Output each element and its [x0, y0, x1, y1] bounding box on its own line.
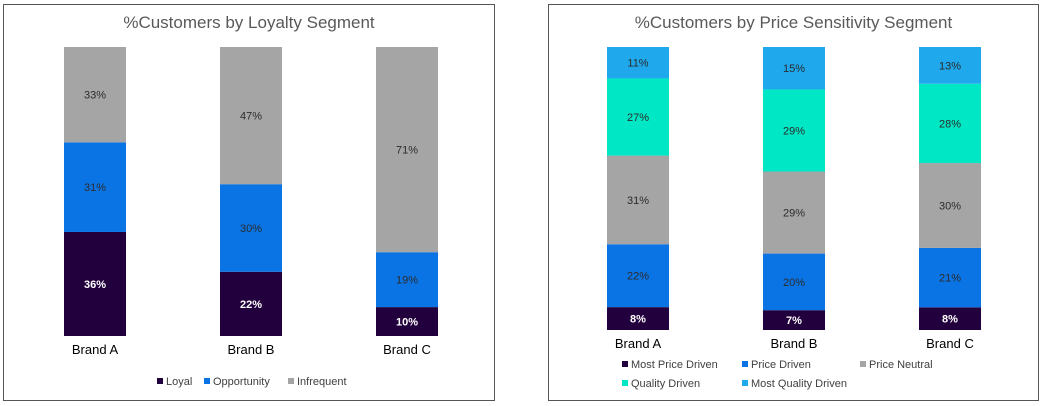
- x-tick-label: Brand B: [771, 336, 818, 351]
- data-label: 13%: [939, 60, 961, 72]
- data-label: 8%: [942, 314, 958, 326]
- bar-brand-b-most-quality-driven: [763, 47, 825, 90]
- legend-entry-infrequent: Infrequent: [297, 376, 347, 388]
- legend-entry-quality-driven: Quality Driven: [631, 378, 700, 390]
- bar-brand-b-price-driven: [763, 253, 825, 311]
- data-label: 21%: [939, 273, 961, 285]
- data-label: 29%: [783, 208, 805, 220]
- legend-swatch-loyal: [157, 378, 163, 384]
- chart-title: %Customers by Loyalty Segment: [123, 13, 375, 32]
- legend-swatch-price-neutral: [860, 361, 866, 367]
- bar-brand-c-price-neutral: [919, 163, 981, 248]
- price-sensitivity-chart-panel: %Customers by Price Sensitivity Segment 8…: [548, 4, 1039, 401]
- legend-entry-loyal: Loyal: [166, 376, 192, 388]
- data-label: 11%: [627, 58, 648, 70]
- bar-brand-a-quality-driven: [607, 78, 669, 156]
- data-label: 33%: [84, 90, 106, 102]
- data-label: 7%: [786, 315, 802, 327]
- data-label: 29%: [783, 125, 805, 137]
- data-label: 47%: [240, 111, 262, 123]
- data-label: 10%: [396, 317, 418, 329]
- bar-brand-a-opportunity: [64, 142, 126, 232]
- bar-brand-c-quality-driven: [919, 83, 981, 164]
- bar-brand-a-loyal: [64, 231, 126, 336]
- data-label: 30%: [240, 223, 262, 235]
- bar-brand-b-quality-driven: [763, 89, 825, 172]
- bar-brand-c-opportunity: [376, 252, 438, 308]
- legend-entry-most-price-driven: Most Price Driven: [631, 359, 718, 371]
- data-label: 20%: [783, 277, 805, 289]
- bar-brand-a-price-neutral: [607, 155, 669, 245]
- x-tick-label: Brand C: [383, 342, 431, 357]
- bar-brand-b-infrequent: [220, 47, 282, 185]
- legend-swatch-quality-driven: [622, 380, 628, 386]
- data-label: 15%: [783, 63, 805, 75]
- data-label: 28%: [939, 118, 961, 130]
- data-label: 22%: [627, 271, 649, 283]
- legend-swatch-price-driven: [742, 361, 748, 367]
- legend-entry-price-driven: Price Driven: [751, 359, 811, 371]
- bar-brand-c-infrequent: [376, 47, 438, 253]
- bar-brand-b-opportunity: [220, 184, 282, 272]
- bar-brand-c-loyal: [376, 307, 438, 336]
- legend-entry-price-neutral: Price Neutral: [869, 359, 933, 371]
- bar-brand-c-most-price-driven: [919, 307, 981, 330]
- loyalty-chart: %Customers by Loyalty Segment 36% 31% 33% Br…: [64, 13, 438, 388]
- x-tick-label: Brand A: [72, 342, 119, 357]
- bar-brand-a-most-quality-driven: [607, 47, 669, 79]
- data-label: 27%: [627, 112, 649, 124]
- x-tick-label: Brand A: [615, 336, 662, 351]
- data-label: 31%: [627, 195, 649, 207]
- loyalty-chart-panel: %Customers by Loyalty Segment 36% 31% 33% Br…: [3, 4, 495, 401]
- data-label: 31%: [84, 182, 106, 194]
- data-label: 71%: [396, 145, 418, 157]
- data-label: 8%: [630, 314, 646, 326]
- legend-entry-most-quality-driven: Most Quality Driven: [751, 378, 847, 390]
- data-label: 22%: [240, 299, 262, 311]
- x-tick-label: Brand C: [926, 336, 974, 351]
- chart-title: %Customers by Price Sensitivity Segment: [635, 13, 953, 32]
- legend-swatch-most-price-driven: [622, 361, 628, 367]
- bar-brand-a-price-driven: [607, 244, 669, 308]
- bar-brand-c-most-quality-driven: [919, 47, 981, 84]
- bar-brand-b-loyal: [220, 271, 282, 336]
- bar-brand-c-price-driven: [919, 247, 981, 308]
- bar-brand-a-most-price-driven: [607, 307, 669, 330]
- data-label: 30%: [939, 200, 961, 212]
- price-sensitivity-chart: %Customers by Price Sensitivity Segment 8…: [607, 13, 981, 390]
- x-tick-label: Brand B: [228, 342, 275, 357]
- data-label: 36%: [84, 279, 106, 291]
- legend-swatch-opportunity: [204, 378, 210, 384]
- bar-brand-b-most-price-driven: [763, 310, 825, 330]
- bar-brand-b-price-neutral: [763, 171, 825, 254]
- bar-brand-a-infrequent: [64, 47, 126, 143]
- legend-swatch-infrequent: [288, 378, 294, 384]
- legend-swatch-most-quality-driven: [742, 380, 748, 386]
- legend-entry-opportunity: Opportunity: [213, 376, 270, 388]
- data-label: 19%: [396, 275, 418, 287]
